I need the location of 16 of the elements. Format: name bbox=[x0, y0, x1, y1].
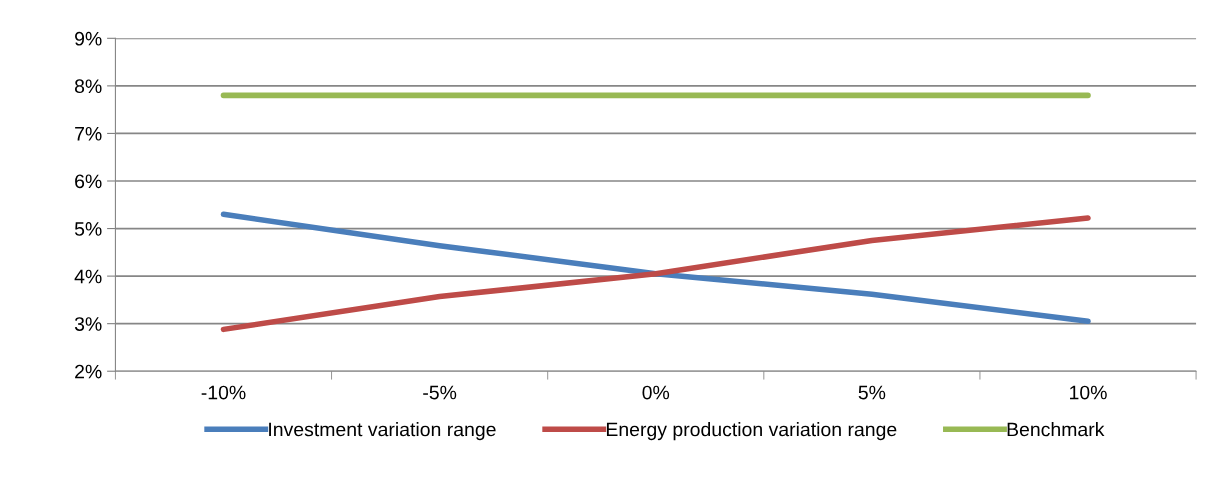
x-tick-label: -10% bbox=[201, 385, 246, 400]
legend-label: Benchmark bbox=[1007, 422, 1105, 437]
y-tick-label: 4% bbox=[74, 269, 102, 284]
x-tick-label: 5% bbox=[858, 385, 886, 400]
y-tick-label: 9% bbox=[75, 31, 102, 46]
y-tick-label: 6% bbox=[75, 174, 102, 189]
y-tick-label: 2% bbox=[75, 364, 102, 379]
y-tick-label: 3% bbox=[74, 317, 102, 331]
x-tick-label: -5% bbox=[423, 385, 457, 400]
x-tick-label: 10% bbox=[1070, 385, 1107, 400]
legend-label: Energy production variation range bbox=[606, 422, 897, 441]
x-tick-label: 0% bbox=[642, 385, 670, 400]
legend-label: Investment variation range bbox=[269, 422, 496, 441]
y-tick-label: 5% bbox=[74, 222, 102, 236]
y-tick-label: 8% bbox=[74, 79, 102, 94]
y-tick-label: 7% bbox=[75, 126, 102, 141]
